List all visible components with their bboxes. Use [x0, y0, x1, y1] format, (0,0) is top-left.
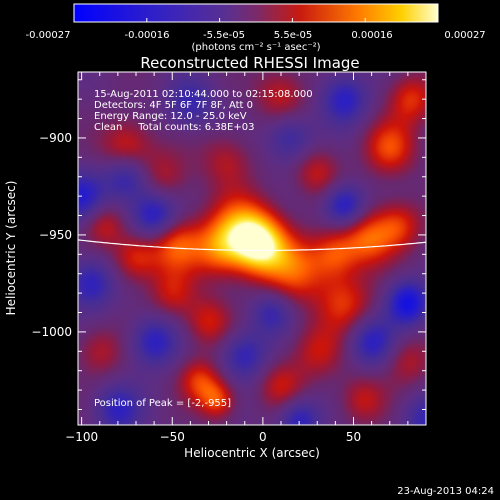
x-tick-label: −50 — [160, 430, 185, 444]
x-axis: −100 −50 0 50 — [65, 72, 427, 444]
y-tick-label: −950 — [39, 228, 72, 242]
y-axis-label: Heliocentric Y (arcsec) — [4, 181, 18, 316]
plot-frame — [77, 71, 427, 426]
x-tick-label: −100 — [65, 430, 98, 444]
heatmap-image — [78, 72, 426, 425]
x-tick-label: 50 — [346, 430, 361, 444]
annotation-time-range: 15-Aug-2011 02:10:44.000 to 02:15:08.000 — [94, 89, 313, 100]
annotation-peak-position: Position of Peak = [-2,-955] — [94, 398, 231, 409]
colorbar-unit-label: (photons cm⁻² s⁻¹ asec⁻²) — [191, 42, 320, 53]
annotation-detectors: Detectors: 4F 5F 6F 7F 8F, Att 0 — [94, 100, 253, 111]
colorbar-tick-label: 0.00016 — [351, 30, 392, 41]
annotation-clean-counts: Clean Total counts: 6.38E+03 — [94, 122, 254, 133]
y-tick-label: −900 — [39, 131, 72, 145]
colorbar-tick-label: -0.00027 — [26, 30, 71, 41]
chart-title: Reconstructed RHESSI Image — [140, 54, 359, 72]
colorbar-tick-label: -5.5e-05 — [203, 30, 245, 41]
colorbar-ticks — [73, 18, 439, 22]
x-axis-label: Heliocentric X (arcsec) — [184, 446, 320, 460]
colorbar-tick-label: 5.5e-05 — [274, 30, 312, 41]
colorbar-tick-label: -0.00016 — [125, 30, 170, 41]
annotation-energy-range: Energy Range: 12.0 - 25.0 keV — [94, 111, 247, 122]
footer-date: 23-Aug-2013 04:24 — [397, 486, 494, 497]
y-axis: −900 −950 −1000 — [31, 79, 426, 410]
solar-limb-arc — [78, 239, 426, 251]
colorbar-tick-label: 0.00027 — [444, 30, 485, 41]
y-tick-label: −1000 — [31, 325, 72, 339]
x-tick-label: 0 — [259, 430, 267, 444]
colorbar — [73, 3, 439, 23]
